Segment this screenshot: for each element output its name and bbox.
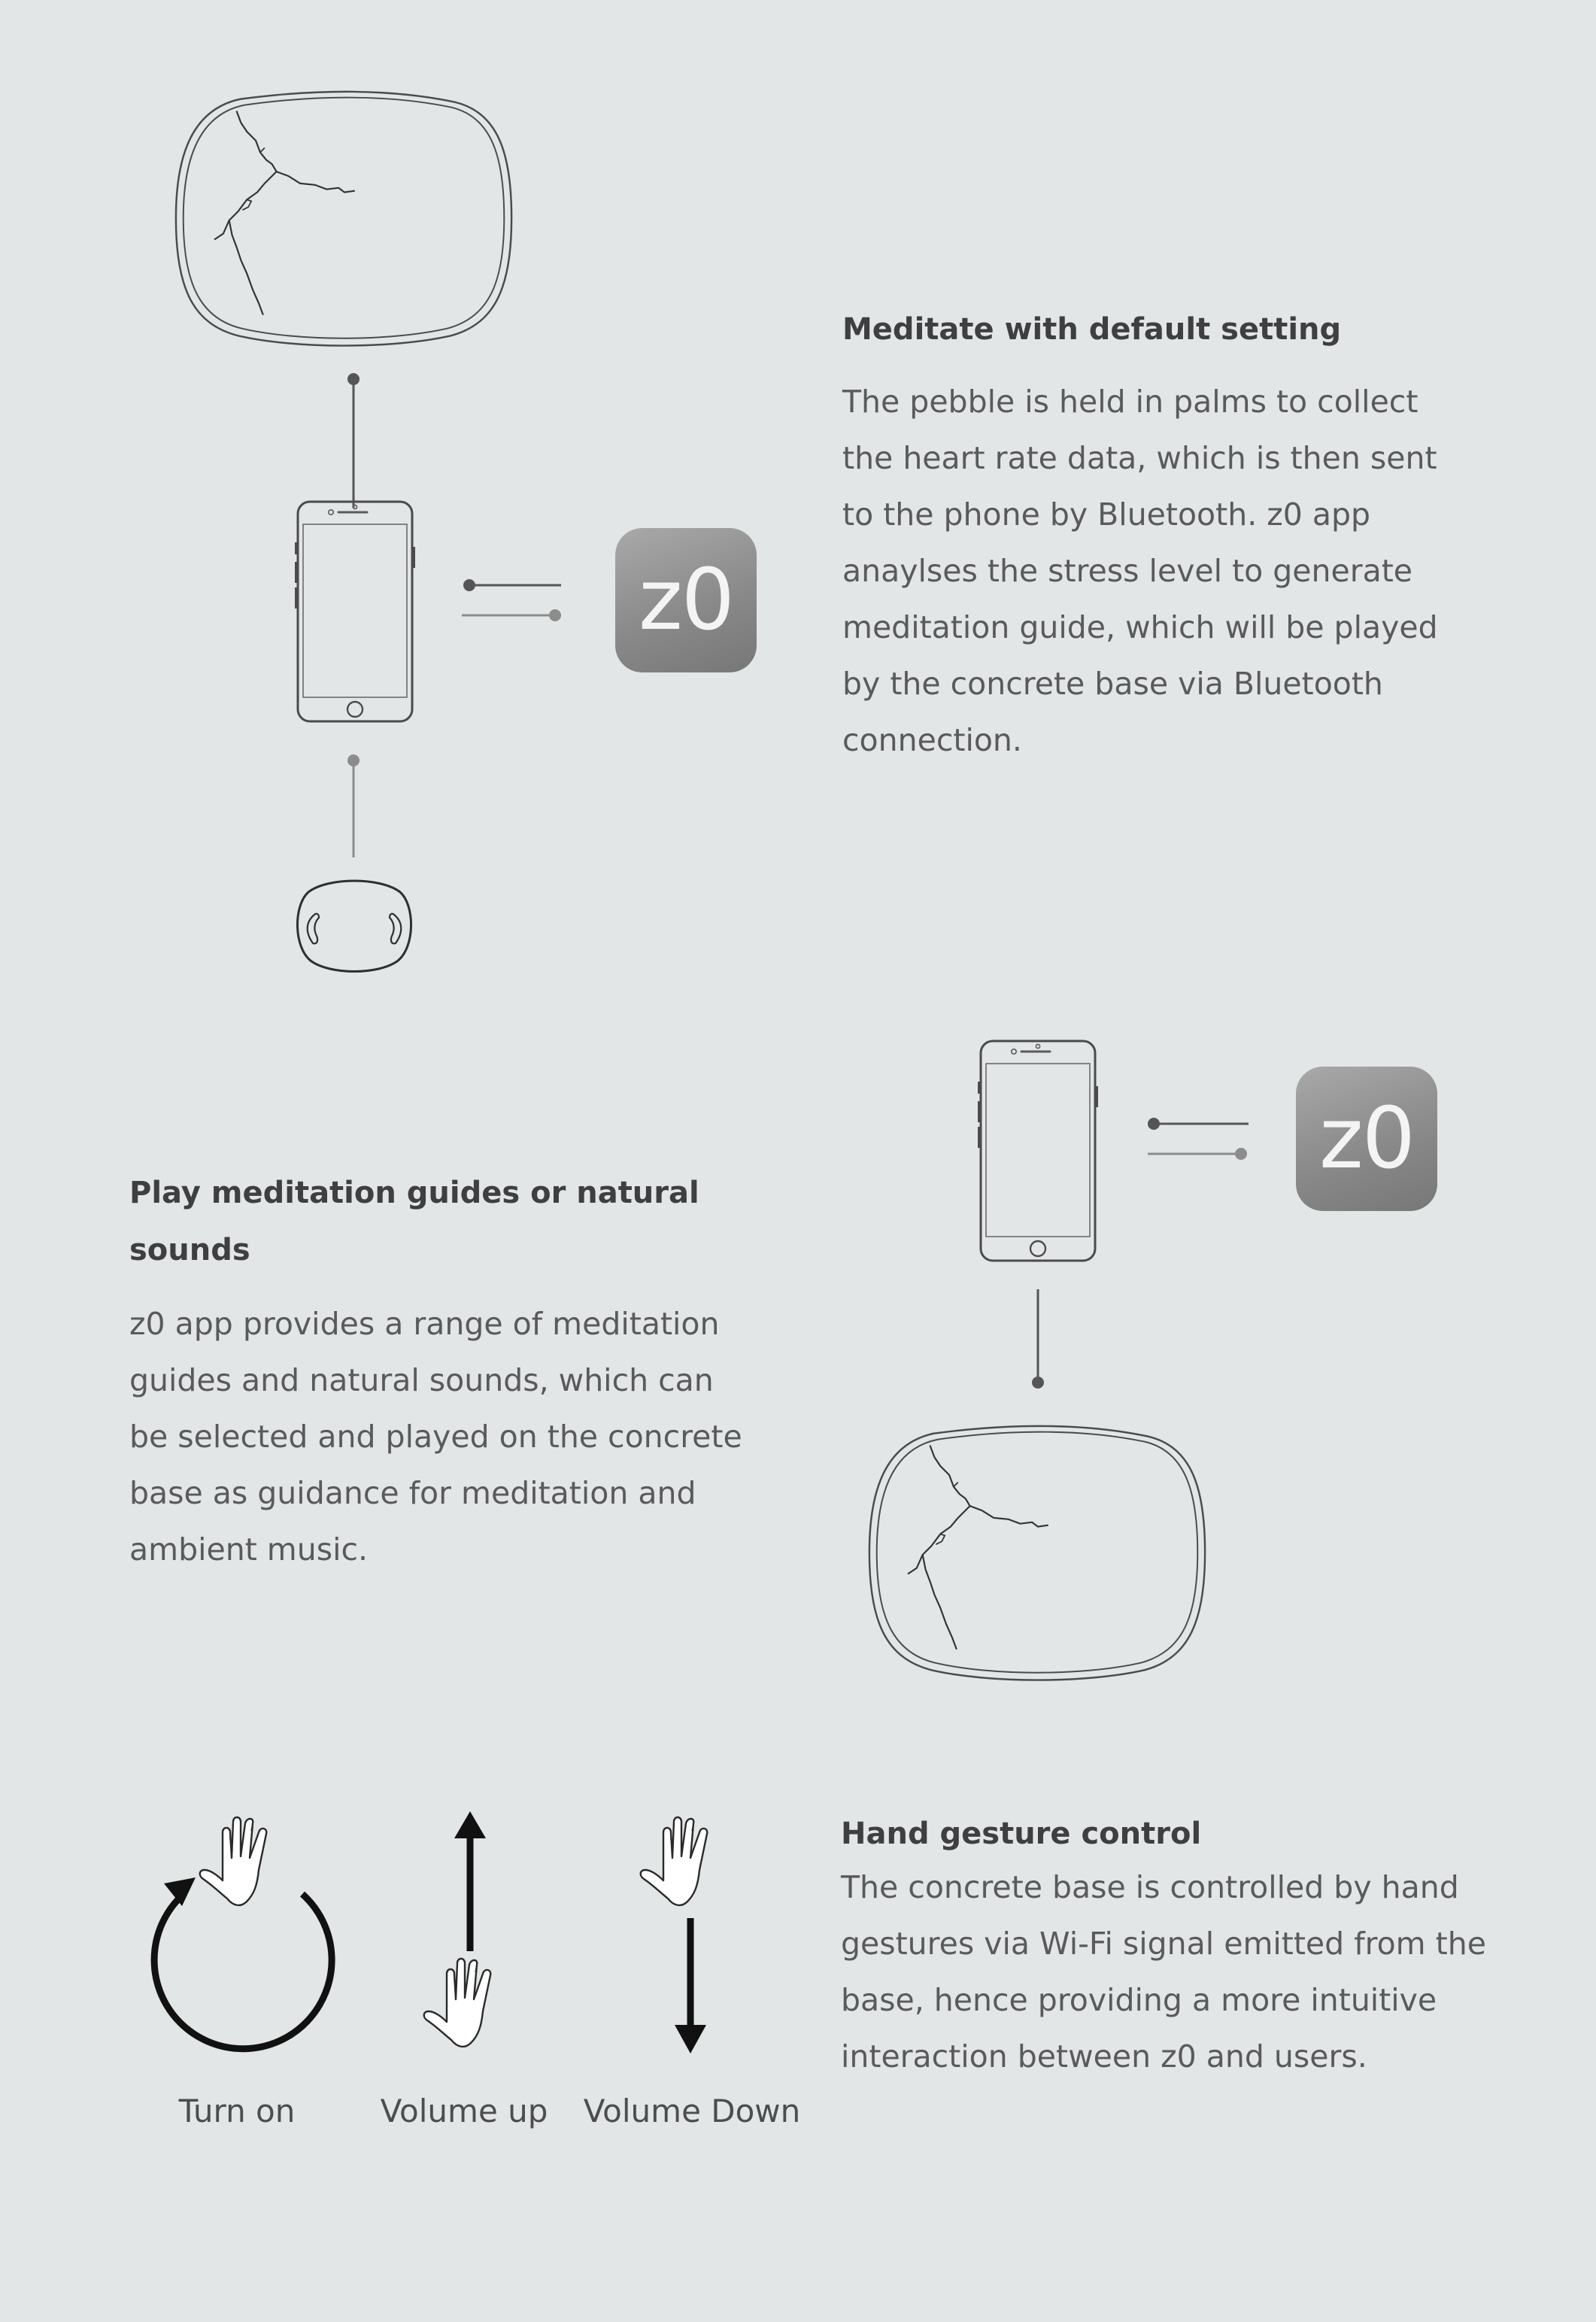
app-name-2: z0 <box>1318 1090 1415 1188</box>
gesture-body: The concrete base is controlled by hand … <box>841 1869 1486 2075</box>
app-name: z0 <box>638 551 735 649</box>
volume-down-arrow-icon <box>675 1918 706 2053</box>
volume-up-arrow-icon <box>454 1811 486 1951</box>
turn-on-hand-icon <box>197 1814 287 1912</box>
gesture-label-volume-down: Volume Down <box>583 2093 801 2129</box>
connector-phone-pebble <box>347 754 360 857</box>
play-guides-heading: Play meditation guides or natural sounds <box>129 1176 699 1267</box>
play-guides-body: z0 app provides a range of meditation gu… <box>129 1306 742 1568</box>
turn-on-circular-arrow-icon <box>150 1877 335 2053</box>
connector-phone-base-2 <box>1032 1289 1044 1389</box>
gesture-label-turn-on: Turn on <box>178 2093 296 2129</box>
pebble-illustration <box>296 879 412 973</box>
z0-app-icon-2: z0 <box>1296 1067 1437 1211</box>
gesture-label-volume-up: Volume up <box>380 2093 548 2129</box>
connector-phone-app-2 <box>1148 1118 1249 1160</box>
z0-app-icon: z0 <box>615 528 757 672</box>
gesture-heading: Hand gesture control <box>841 1817 1202 1851</box>
volume-up-hand-icon <box>421 1956 511 2053</box>
default-meditation-heading: Meditate with default setting <box>842 312 1342 347</box>
phone-illustration-2 <box>978 1038 1098 1264</box>
concrete-base-illustration <box>170 89 517 348</box>
connector-base-phone <box>347 373 360 508</box>
volume-down-hand-icon <box>638 1814 728 1912</box>
default-meditation-body: The pebble is held in palms to collect t… <box>842 384 1438 758</box>
concrete-base-illustration-2 <box>863 1423 1211 1682</box>
phone-illustration <box>295 499 415 724</box>
connector-phone-app <box>462 579 561 621</box>
